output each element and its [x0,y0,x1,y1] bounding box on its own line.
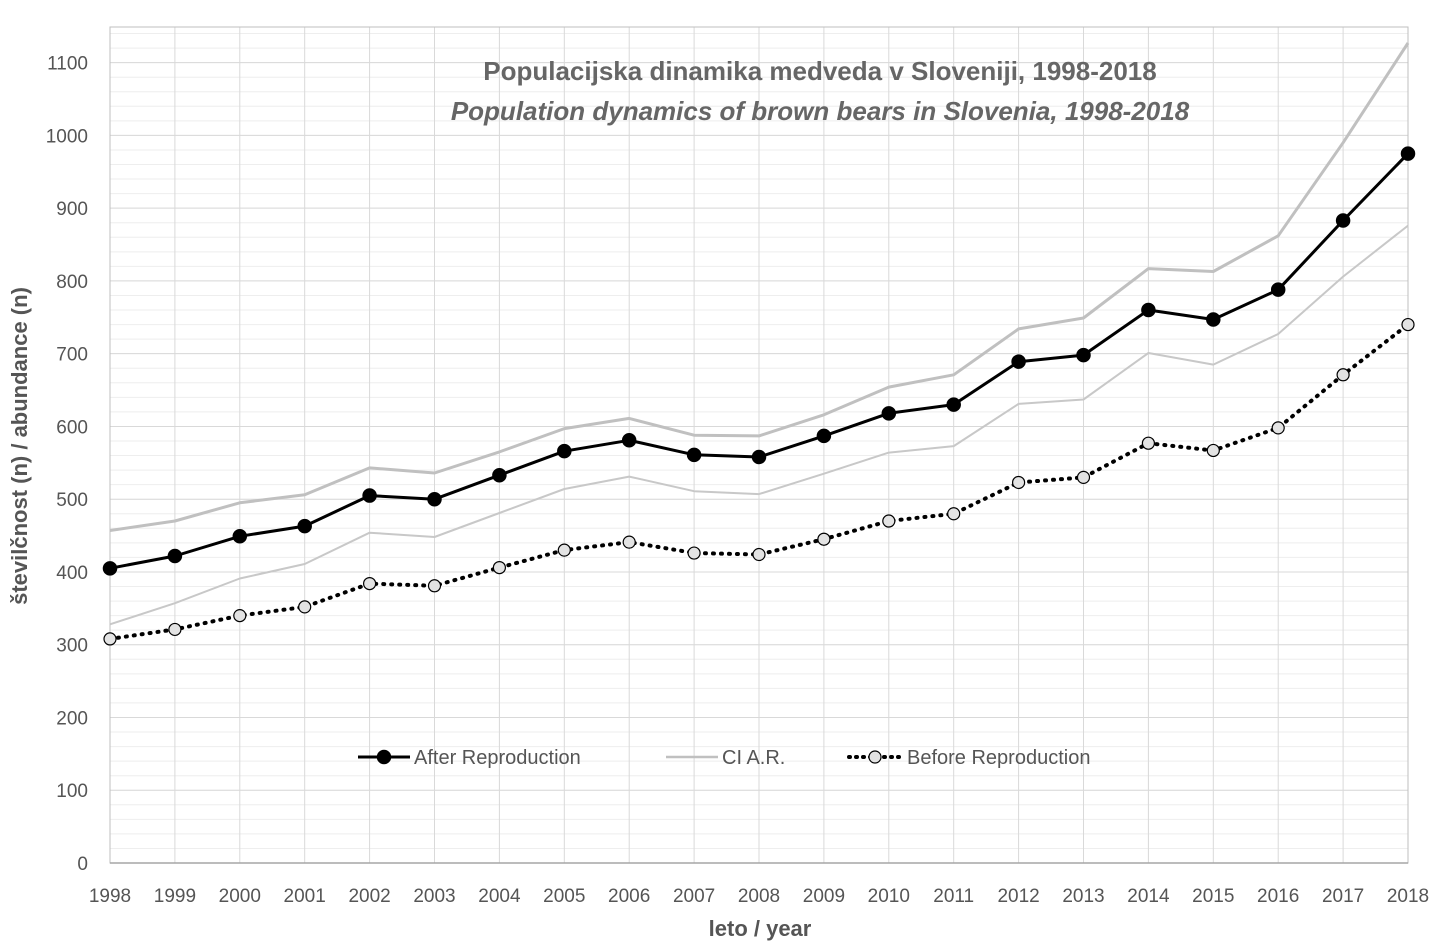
data-point [102,561,118,576]
legend-label-before-reproduction: Before Reproduction [907,747,1090,769]
y-tick-label: 300 [56,636,88,657]
data-point [1335,213,1351,228]
x-tick-label: 2005 [543,886,585,907]
data-point [1076,470,1091,484]
y-tick-label: 400 [56,563,88,584]
data-point [1076,347,1091,363]
data-point [1271,421,1285,435]
series-1 [109,42,1410,532]
x-tick-label: 2014 [1127,886,1170,907]
y-tick-label: 0 [77,854,88,875]
x-tick-label: 2009 [803,886,845,907]
y-axis-title: številčnost (n) / abundance (n) [7,287,32,605]
data-point [817,532,831,546]
y-tick-label: 800 [56,272,88,293]
data-point [232,529,248,544]
data-point [297,518,312,534]
data-point [687,546,701,560]
y-tick-label: 600 [56,417,88,438]
y-tick-label: 200 [56,708,88,729]
data-point [1400,146,1416,161]
x-tick-label: 2013 [1062,886,1104,907]
data-point [168,622,182,637]
data-point [1401,317,1415,332]
x-tick-label: 1999 [154,886,196,907]
data-point [362,488,377,503]
x-tick-label: 2018 [1387,886,1429,907]
data-point [103,632,117,646]
x-tick-label: 2015 [1192,886,1234,907]
x-tick-label: 2016 [1257,886,1299,907]
x-tick-label: 2001 [284,886,326,907]
data-point [946,397,961,412]
data-point [1141,436,1156,450]
legend-label-ci-ar: CI A.R. [722,747,785,769]
x-tick-label: 2017 [1322,886,1364,907]
data-point [751,449,767,465]
axes: 0 100 200 300 400 500 600 700 800 900 1000 1100 1998… [46,26,1429,907]
data-point [752,547,766,562]
series [102,42,1416,646]
legend-label-after-reproduction: After Reproduction [414,747,581,769]
data-point [492,467,507,483]
chart-title: Populacijska dinamika medveda v Slovenij… [483,56,1156,86]
data-point [947,507,961,521]
series-line [109,224,1409,626]
series-3 [103,317,1415,646]
y-tick-label: 1000 [46,126,88,147]
x-tick-label: 2008 [738,886,780,907]
x-axis-title: leto / year [709,916,812,941]
y-tick-label: 500 [56,490,88,511]
data-point [427,491,442,507]
y-tick-label: 900 [56,199,88,220]
data-point [686,447,702,463]
x-tick-label: 2000 [219,886,261,907]
data-point [1141,302,1156,318]
legend-marker-after-reproduction [376,749,392,765]
y-tick-label: 100 [56,781,88,802]
x-tick-label: 2006 [608,886,650,907]
data-point [881,406,897,421]
y-tick-label: 700 [56,345,88,366]
legend: After Reproduction CI A.R. Before Reprod… [358,747,1090,769]
x-tick-label: 2012 [997,886,1039,907]
data-point [622,535,636,549]
data-point [1011,475,1026,490]
x-tick-label: 2011 [933,886,974,907]
data-point [621,433,637,448]
data-point [882,514,896,528]
data-point [363,577,377,591]
x-tick-label: 1998 [89,886,131,907]
data-point [557,443,572,459]
series-line [109,42,1410,532]
y-tick-label: 1100 [47,54,88,75]
series-2 [109,224,1409,626]
x-tick-label: 2004 [478,886,521,907]
data-point [233,609,247,623]
x-tick-label: 2002 [348,886,390,907]
data-point [427,579,442,593]
data-point [1336,368,1350,382]
data-point [1206,443,1220,458]
data-point [492,560,506,575]
data-point [167,548,183,564]
data-point [298,600,312,614]
legend-marker-before-reproduction [868,750,882,764]
data-point [816,428,832,444]
data-point [1270,282,1286,297]
data-point [557,543,571,557]
x-tick-label: 2007 [673,886,715,907]
data-point [1206,312,1221,327]
series-0 [102,146,1416,576]
x-tick-label: 2010 [868,886,910,907]
x-tick-label: 2003 [413,886,455,907]
chart-subtitle: Population dynamics of brown bears in Sl… [451,96,1190,126]
data-point [1011,354,1026,369]
